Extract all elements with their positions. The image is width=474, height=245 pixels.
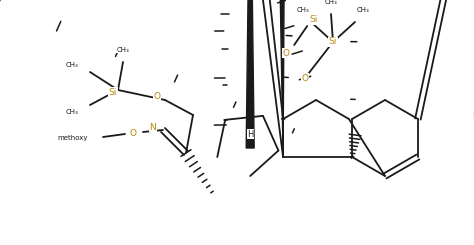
Text: O: O [301,74,309,83]
Text: N: N [473,110,474,120]
Text: CH₃: CH₃ [65,109,78,115]
Text: Si: Si [109,87,117,97]
Text: O: O [129,128,137,137]
Text: CH₃: CH₃ [325,0,337,5]
Text: H: H [247,130,254,138]
Text: N: N [150,122,156,132]
Text: Si: Si [329,37,337,47]
Text: methoxy: methoxy [57,135,88,141]
Text: Si: Si [309,15,318,24]
Text: O: O [154,91,161,100]
Text: CH₃: CH₃ [65,62,78,68]
Text: CH₃: CH₃ [297,7,310,13]
Text: CH₃: CH₃ [117,47,129,53]
Polygon shape [246,0,254,148]
Text: O: O [283,49,290,58]
Text: CH₃: CH₃ [356,7,369,13]
Polygon shape [277,0,285,157]
